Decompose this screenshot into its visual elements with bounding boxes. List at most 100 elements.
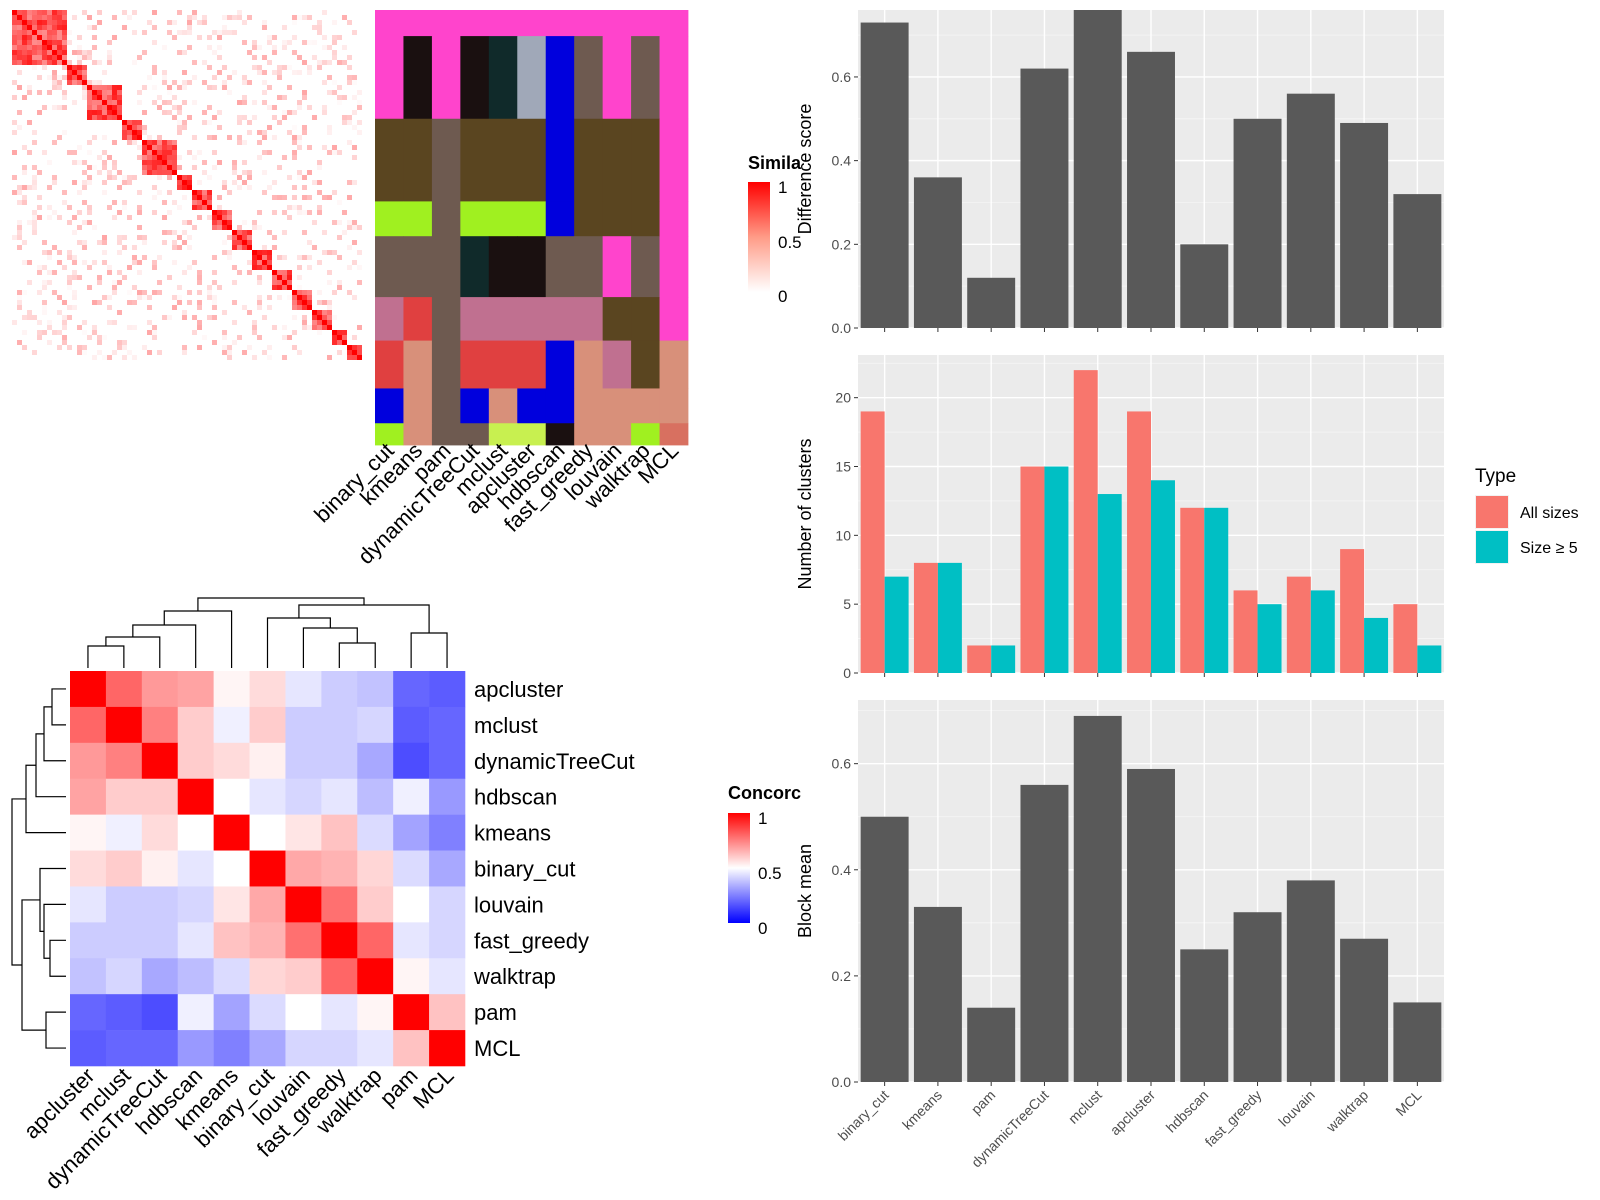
concordance-cell: [285, 706, 322, 744]
similarity-cell: [142, 255, 147, 260]
similarity-cell: [317, 30, 322, 35]
concordance-cell: [70, 850, 107, 887]
concordance-legend-title: Concorc: [728, 783, 801, 803]
similarity-cell: [252, 55, 257, 60]
similarity-cell: [27, 310, 32, 315]
similarity-cell: [117, 185, 122, 190]
similarity-cell: [357, 350, 362, 355]
row-dendrogram-branch: [43, 706, 66, 762]
bar: [967, 277, 1016, 328]
similarity-cell: [197, 345, 202, 350]
similarity-cell: [302, 95, 307, 100]
similarity-cell: [227, 190, 232, 195]
similarity-cell: [222, 240, 227, 245]
similarity-cell: [57, 215, 62, 220]
similarity-cell: [247, 120, 252, 125]
similarity-cell: [27, 185, 32, 190]
similarity-cell: [207, 175, 212, 180]
similarity-cell: [237, 100, 242, 105]
similarity-cell: [242, 80, 247, 85]
similarity-cell: [352, 110, 357, 115]
concordance-heatmap: [70, 671, 466, 1067]
similarity-cell: [27, 40, 32, 45]
similarity-cell: [167, 190, 172, 195]
similarity-cell: [272, 275, 277, 280]
similarity-cell: [32, 230, 37, 235]
similarity-cell: [202, 200, 207, 205]
assignment-cell: [574, 388, 604, 424]
similarity-cell: [112, 85, 117, 90]
similarity-cell: [277, 70, 282, 75]
bar-all-sizes: [1286, 576, 1311, 673]
similarity-cell: [132, 300, 137, 305]
similarity-cell: [32, 315, 37, 320]
similarity-cell: [312, 220, 317, 225]
similarity-cell: [322, 230, 327, 235]
similarity-cell: [87, 80, 92, 85]
similarity-cell: [227, 30, 232, 35]
similarity-cell: [77, 325, 82, 330]
similarity-cell: [182, 240, 187, 245]
concordance-cell: [177, 886, 214, 923]
similarity-cell: [97, 280, 102, 285]
similarity-cell: [282, 230, 287, 235]
similarity-cell: [42, 35, 47, 40]
similarity-cell: [72, 295, 77, 300]
similarity-cell: [172, 155, 177, 160]
similarity-cell: [37, 10, 42, 15]
assignment-cell: [517, 340, 547, 389]
similarity-cell: [337, 220, 342, 225]
similarity-cell: [52, 45, 57, 50]
similarity-cell: [242, 75, 247, 80]
similarity-cell: [212, 315, 217, 320]
similarity-cell: [27, 280, 32, 285]
similarity-cell: [287, 85, 292, 90]
similarity-cell: [177, 30, 182, 35]
similarity-cell: [342, 335, 347, 340]
similarity-cell: [237, 175, 242, 180]
similarity-cell: [242, 305, 247, 310]
similarity-cell: [67, 205, 72, 210]
similarity-cell: [82, 220, 87, 225]
concordance-cell: [249, 886, 286, 923]
similarity-cell: [62, 10, 67, 15]
similarity-cell: [22, 50, 27, 55]
similarity-cell: [267, 355, 272, 360]
assignment-cell: [375, 201, 404, 237]
similarity-cell: [127, 180, 132, 185]
similarity-cell: [172, 160, 177, 165]
similarity-cell: [242, 350, 247, 355]
similarity-cell: [152, 185, 157, 190]
similarity-cell: [292, 70, 297, 75]
similarity-cell: [142, 240, 147, 245]
similarity-cell: [292, 290, 297, 295]
similarity-cell: [17, 200, 22, 205]
similarity-cell: [297, 265, 302, 270]
similarity-cell: [292, 155, 297, 160]
similarity-cell: [22, 240, 27, 245]
similarity-cell: [42, 150, 47, 155]
similarity-cell: [182, 350, 187, 355]
similarity-cell: [282, 270, 287, 275]
similarity-cell: [232, 15, 237, 20]
similarity-cell: [177, 10, 182, 15]
similarity-cell: [92, 100, 97, 105]
similarity-cell: [327, 250, 332, 255]
row-dendrogram-branch: [45, 1011, 66, 1049]
similarity-cell: [42, 60, 47, 65]
similarity-cell: [102, 100, 107, 105]
similarity-cell: [282, 110, 287, 115]
similarity-cell: [37, 270, 42, 275]
similarity-cell: [112, 200, 117, 205]
similarity-cell: [172, 150, 177, 155]
similarity-cell: [317, 65, 322, 70]
concordance-cell: [321, 706, 358, 744]
similarity-cell: [152, 10, 157, 15]
similarity-cell: [142, 140, 147, 145]
similarity-cell: [52, 270, 57, 275]
similarity-cell: [222, 65, 227, 70]
similarity-cell: [327, 60, 332, 65]
similarity-cell: [102, 160, 107, 165]
similarity-cell: [132, 120, 137, 125]
similarity-cell: [177, 125, 182, 130]
